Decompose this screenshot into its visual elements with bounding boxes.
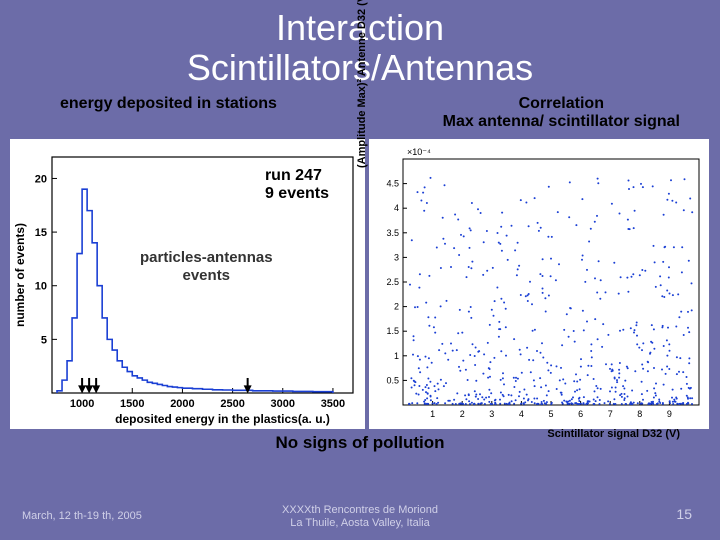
svg-text:0.5: 0.5: [386, 376, 399, 386]
svg-text:2000: 2000: [170, 398, 194, 410]
svg-text:8: 8: [637, 409, 642, 419]
svg-text:1000: 1000: [70, 398, 94, 410]
right-chart-panel: 0.5 1 1.5 2 2.5 3 3.5 4 4.5 ×10⁻⁴ 1 2 3 4 5 6 7 8 9: [369, 139, 709, 429]
svg-text:5: 5: [41, 335, 47, 347]
svg-text:2: 2: [460, 409, 465, 419]
svg-text:1500: 1500: [120, 398, 144, 410]
svg-text:3500: 3500: [321, 398, 345, 410]
footer-venue: XXXXth Rencontres de MoriondLa Thuile, A…: [282, 504, 438, 530]
svg-text:number of events): number of events): [13, 223, 27, 327]
subtitle-right: CorrelationMax antenna/ scintillator sig…: [443, 95, 680, 131]
svg-text:1.5: 1.5: [386, 326, 399, 336]
svg-text:4: 4: [394, 203, 399, 213]
svg-text:20: 20: [35, 174, 47, 186]
svg-text:3000: 3000: [271, 398, 295, 410]
svg-text:10: 10: [35, 281, 47, 293]
subtitle-left: energy deposited in stations: [60, 95, 277, 131]
run-label: run 2479 events: [265, 167, 329, 202]
footer-date: March, 12 th-19 th, 2005: [22, 510, 142, 522]
svg-text:1: 1: [430, 409, 435, 419]
svg-text:3.5: 3.5: [386, 228, 399, 238]
particles-label: particles-antennasevents: [140, 249, 273, 285]
svg-text:×10⁻⁴: ×10⁻⁴: [407, 147, 431, 157]
svg-text:2.5: 2.5: [386, 277, 399, 287]
svg-text:6: 6: [578, 409, 583, 419]
svg-text:5: 5: [548, 409, 553, 419]
svg-text:deposited energy in the plasti: deposited energy in the plastics(a. u.): [115, 412, 330, 426]
svg-text:4: 4: [519, 409, 524, 419]
charts-row: 1000150020002500300035005101520deposited…: [0, 131, 720, 429]
svg-text:9: 9: [667, 409, 672, 419]
svg-text:3: 3: [489, 409, 494, 419]
footer-page-number: 15: [676, 506, 692, 522]
svg-text:15: 15: [35, 227, 47, 239]
right-chart-ylabel: (Amplitude Max)² Antenne D32 (V): [356, 0, 368, 168]
svg-text:7: 7: [608, 409, 613, 419]
left-chart-panel: 1000 1500 2000 2500 3000 3500 5 10 15 20 deposited…: [10, 139, 365, 429]
scatter-chart: 0.5 1 1.5 2 2.5 3 3.5 4 4.5 ×10⁻⁴ 1 2 3 4 5 6 7 8 9: [369, 139, 709, 429]
right-chart-xlabel: Scintillator signal D32 (V): [547, 428, 680, 440]
svg-text:4.5: 4.5: [386, 179, 399, 189]
svg-text:2: 2: [394, 302, 399, 312]
svg-text:1: 1: [394, 351, 399, 361]
svg-text:2500: 2500: [220, 398, 244, 410]
svg-text:3: 3: [394, 253, 399, 263]
